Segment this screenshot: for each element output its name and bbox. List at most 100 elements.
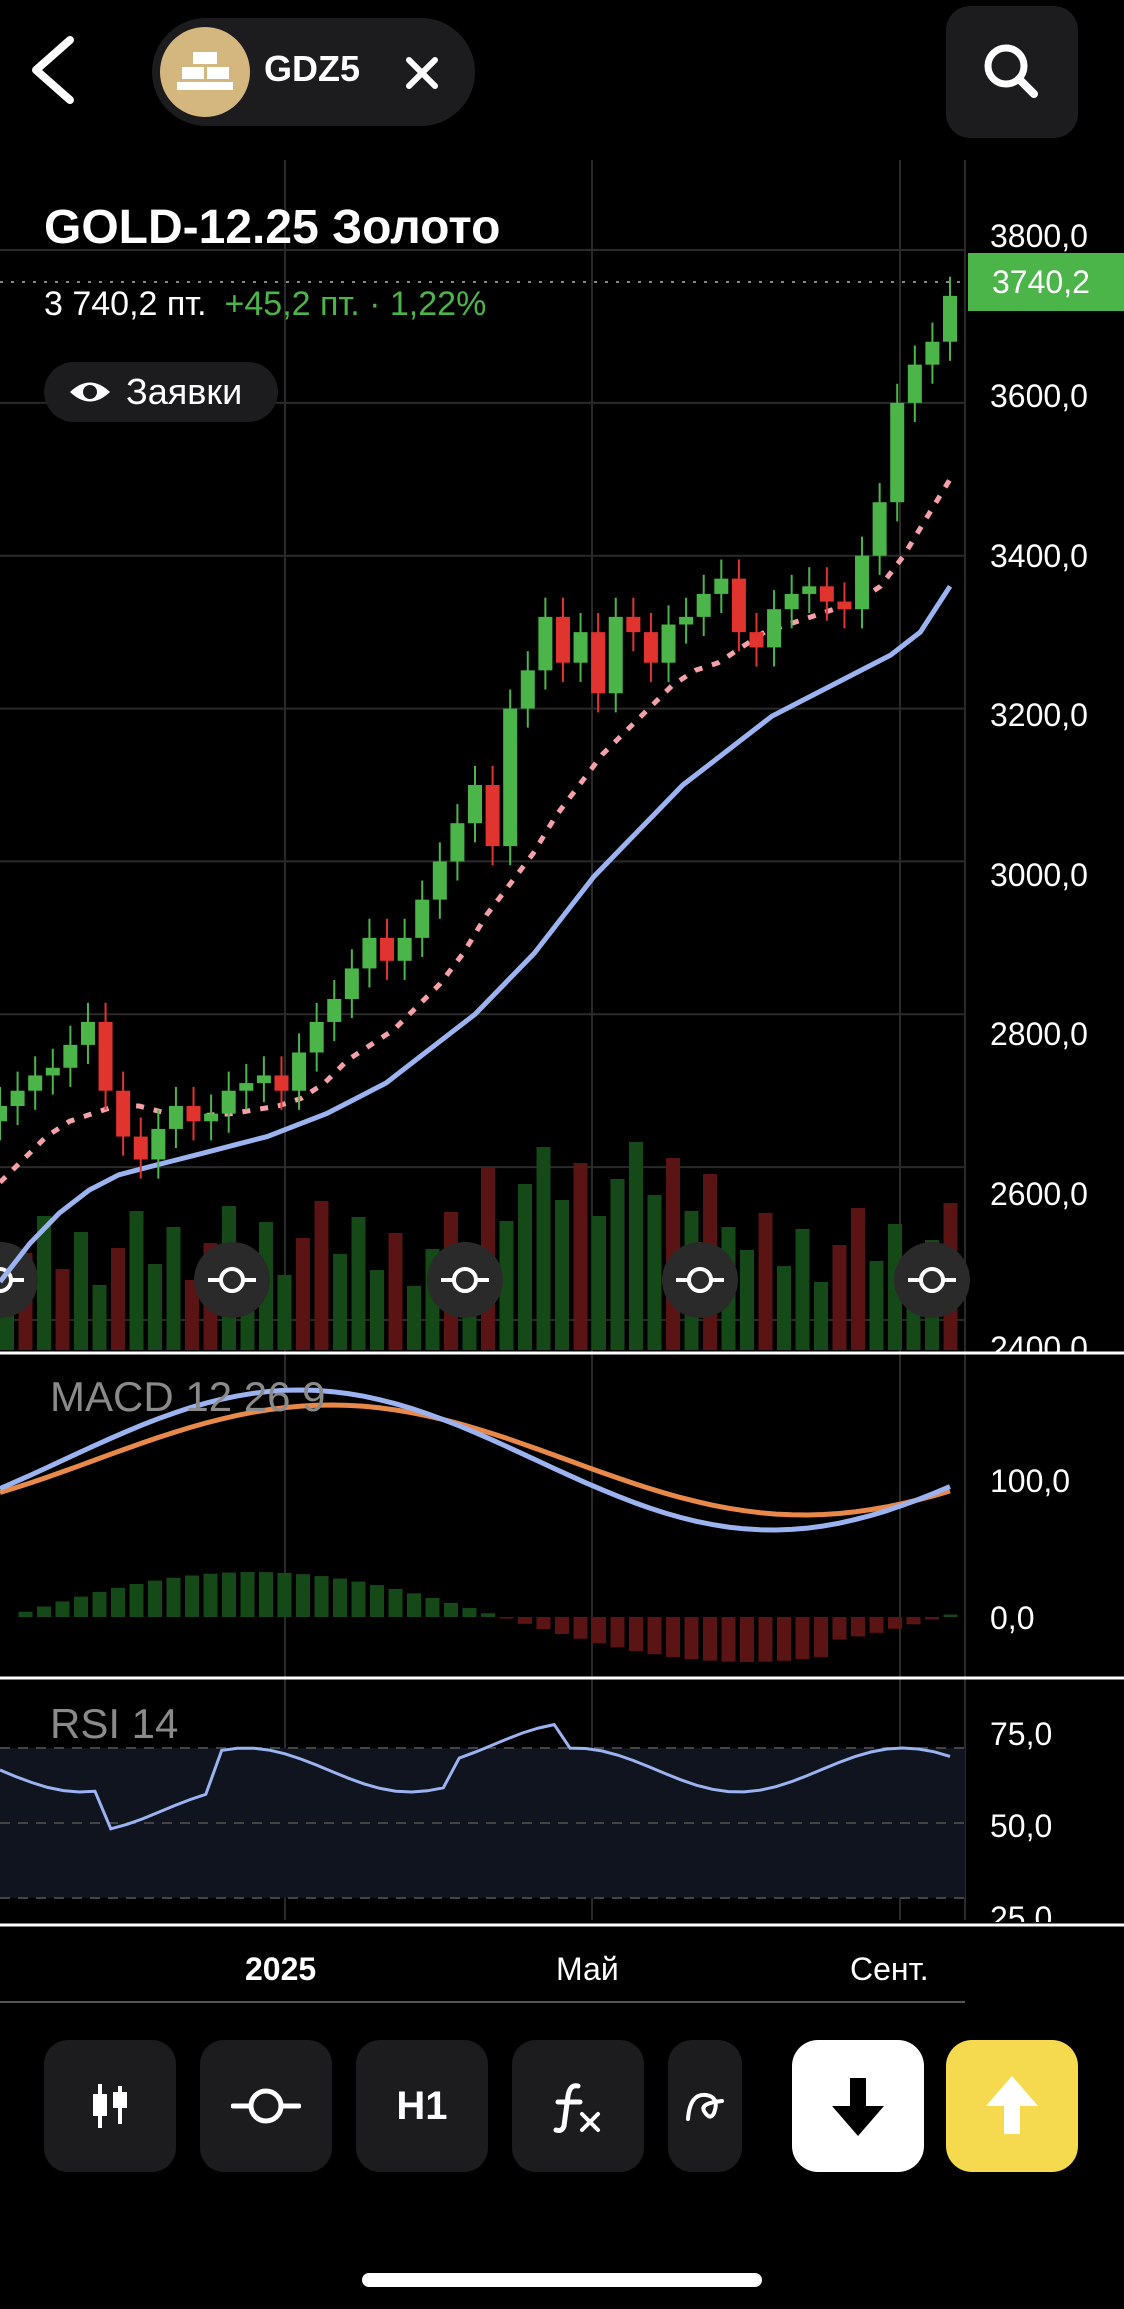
candle-body xyxy=(661,624,676,663)
close-icon[interactable] xyxy=(397,48,447,98)
rsi-tick: 50,0 xyxy=(990,1808,1053,1844)
macd-histogram-bar xyxy=(37,1606,51,1617)
volume-bar xyxy=(536,1147,551,1350)
macd-histogram-bar xyxy=(684,1617,699,1660)
last-price-badge: 3740,2 xyxy=(968,253,1124,311)
volume-bar xyxy=(592,1216,606,1350)
macd-histogram-bar xyxy=(814,1617,828,1658)
volume-bar xyxy=(758,1213,773,1350)
volume-bar xyxy=(37,1216,51,1350)
rsi-tick: 25,0 xyxy=(990,1900,1053,1922)
candle-body xyxy=(397,937,412,961)
price-tick: 3000,0 xyxy=(990,857,1088,893)
home-indicator xyxy=(362,2273,762,2287)
back-arrow-icon[interactable] xyxy=(22,30,92,110)
buy-button[interactable] xyxy=(946,2040,1078,2172)
candle-body xyxy=(643,632,658,663)
target-icon xyxy=(231,2088,301,2124)
volume-bar xyxy=(185,1280,199,1350)
volume-bar xyxy=(55,1269,70,1350)
candlestick-type-button[interactable] xyxy=(44,2040,176,2172)
search-button[interactable] xyxy=(946,6,1078,138)
macd-histogram-bar xyxy=(222,1572,236,1617)
price-tick: 3600,0 xyxy=(990,378,1088,414)
macd-histogram-bar xyxy=(869,1617,884,1633)
macd-histogram-bar xyxy=(777,1617,791,1661)
candle-body xyxy=(10,1090,25,1106)
candle-body xyxy=(679,616,694,625)
macd-histogram-bar xyxy=(425,1598,440,1617)
indicator-button[interactable] xyxy=(200,2040,332,2172)
price-tick: 3800,0 xyxy=(990,218,1088,254)
volume-bar xyxy=(370,1270,384,1350)
volume-bar xyxy=(296,1238,310,1350)
timeframe-button[interactable]: H1 xyxy=(356,2040,488,2172)
volume-bar xyxy=(407,1286,421,1350)
sell-button[interactable] xyxy=(792,2040,924,2172)
candle-body xyxy=(45,1067,60,1076)
candlestick-icon xyxy=(93,2084,127,2128)
event-marker xyxy=(0,1242,38,1318)
candle-body xyxy=(344,968,359,999)
macd-histogram-bar xyxy=(166,1577,181,1617)
orders-button[interactable]: Заявки xyxy=(44,362,279,422)
volume-bar xyxy=(555,1200,569,1350)
macd-histogram-bar xyxy=(333,1578,347,1617)
macd-histogram-bar xyxy=(758,1617,773,1662)
volume-bar xyxy=(832,1245,847,1350)
volume-bar xyxy=(851,1208,865,1350)
volume-bar xyxy=(777,1266,791,1350)
current-price: 3 740,2 пт. xyxy=(44,285,207,323)
volume-bar xyxy=(573,1163,588,1350)
candle-body xyxy=(0,1106,7,1122)
time-tick: 2025 xyxy=(245,1951,317,1987)
candle-body xyxy=(133,1136,148,1160)
drawing-tools-button[interactable] xyxy=(668,2040,742,2172)
candle-body xyxy=(890,402,905,503)
macd-histogram-bar xyxy=(111,1587,125,1617)
candle-body xyxy=(696,593,711,617)
price-tick: 3400,0 xyxy=(990,538,1088,574)
fx-icon xyxy=(553,2083,600,2133)
instrument-title: GOLD-12.25 Золото xyxy=(44,201,501,254)
functions-button[interactable] xyxy=(512,2040,644,2172)
candle-body xyxy=(186,1106,201,1122)
candle-body xyxy=(784,593,799,610)
volume-bar xyxy=(333,1254,347,1350)
candle-body xyxy=(749,632,764,648)
macd-histogram-bar xyxy=(629,1617,643,1652)
sma-line xyxy=(0,584,953,1284)
price-chart[interactable] xyxy=(0,160,1124,2010)
candle-body xyxy=(503,708,518,847)
candle-body xyxy=(907,364,922,403)
candle-body xyxy=(731,578,746,633)
candle-body xyxy=(925,341,940,365)
candle-body xyxy=(520,670,535,709)
candle-body xyxy=(415,899,430,938)
candle-body xyxy=(221,1090,236,1114)
macd-histogram-bar xyxy=(351,1581,366,1617)
search-icon xyxy=(984,44,1038,98)
candle-body xyxy=(80,1021,95,1045)
macd-histogram-bar xyxy=(666,1617,680,1657)
macd-histogram-bar xyxy=(888,1617,902,1629)
price-tick: 2800,0 xyxy=(990,1016,1088,1052)
candle-body xyxy=(168,1106,183,1129)
drawing-icon xyxy=(686,2092,724,2121)
volume-bar xyxy=(166,1227,181,1350)
macd-histogram-bar xyxy=(185,1575,199,1617)
volume-bar xyxy=(351,1217,366,1350)
macd-title: MACD 12 26 9 xyxy=(50,1373,326,1420)
volume-bar xyxy=(814,1282,828,1350)
macd-histogram-bar xyxy=(74,1596,88,1617)
candle-body xyxy=(591,632,606,694)
macd-tick: 0,0 xyxy=(990,1600,1035,1636)
candle-body xyxy=(98,1021,113,1091)
ticker-chip[interactable]: GDZ5 xyxy=(152,18,475,126)
macd-histogram-bar xyxy=(610,1617,625,1648)
candle-body xyxy=(626,616,641,633)
candle-body xyxy=(309,1021,324,1053)
orders-label: Заявки xyxy=(126,371,243,412)
candle-body xyxy=(450,823,465,862)
macd-histogram-bar xyxy=(795,1617,810,1660)
